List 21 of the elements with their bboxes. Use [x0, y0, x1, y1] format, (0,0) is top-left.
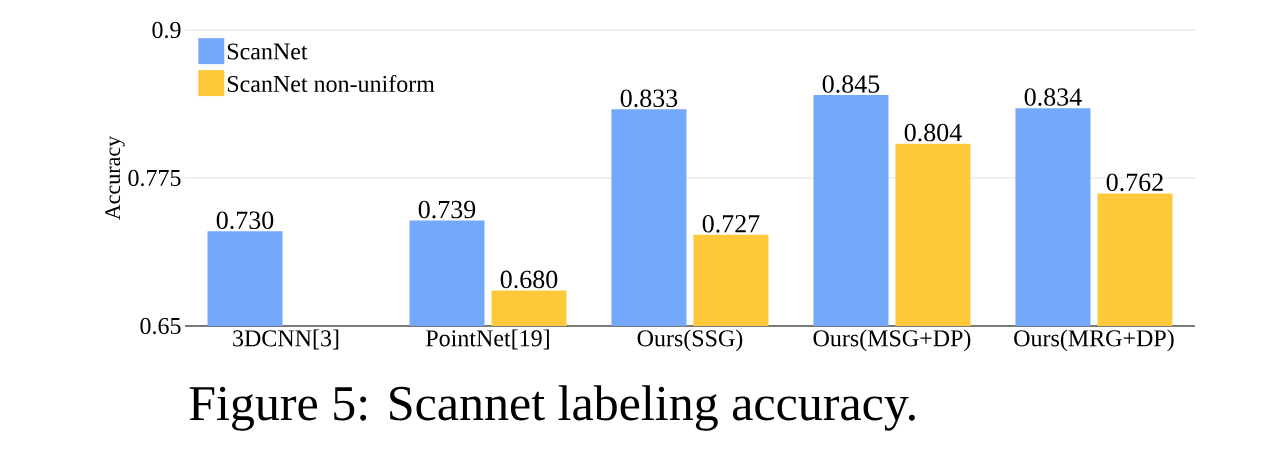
data-label: 0.804	[904, 123, 962, 142]
data-label: 0.834	[1024, 88, 1082, 106]
legend-label: ScanNet non-uniform	[227, 74, 435, 93]
x-tick-label: PointNet[19]	[426, 329, 549, 350]
data-label: 0.730	[216, 211, 274, 230]
x-tick-label: Ours(SSG)	[637, 329, 743, 352]
data-label: 0.762	[1106, 173, 1163, 192]
x-tick-label: Ours(MSG+DP)	[813, 329, 971, 352]
x-tick-label: 3DCNN[3]	[233, 329, 339, 350]
y-tick-label: 0.775	[128, 169, 181, 187]
x-tick-label: Ours(MRG+DP)	[1014, 329, 1174, 352]
data-label: 0.739	[418, 200, 476, 219]
data-label: 0.833	[620, 89, 678, 108]
legend-label: ScanNet	[227, 43, 308, 60]
data-label: 0.680	[500, 270, 558, 289]
data-label: 0.727	[702, 214, 760, 233]
data-label: 0.845	[822, 75, 880, 93]
caption: Figure 5: Scannet labeling accuracy.	[189, 385, 915, 431]
y-axis-title: Accuracy	[105, 135, 125, 220]
y-tick-label: 0.65	[140, 317, 181, 335]
y-tick-label: 0.9	[152, 21, 181, 39]
